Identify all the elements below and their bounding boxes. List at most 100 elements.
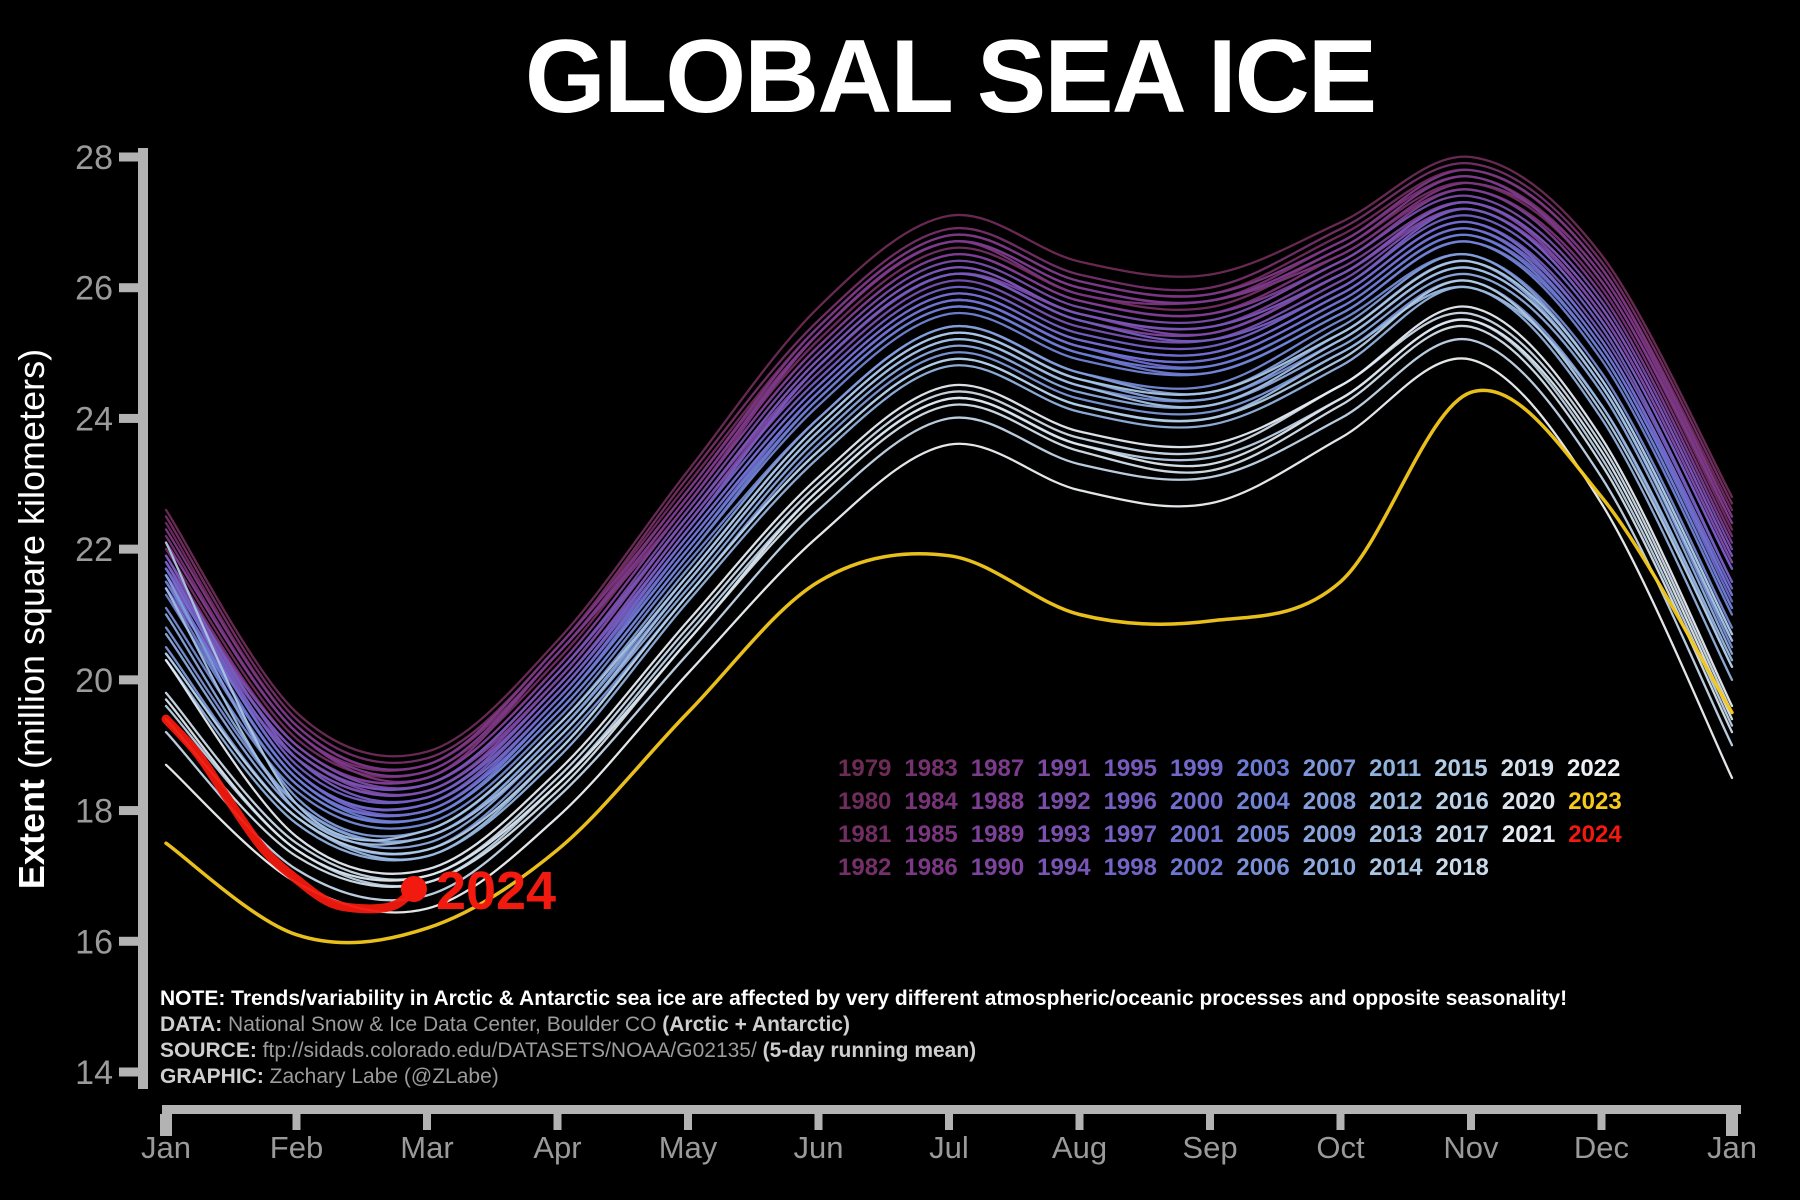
x-axis-tick-label: Jan xyxy=(1707,1130,1757,1165)
footnote-prefix: DATA: xyxy=(160,1013,223,1036)
line-1998 xyxy=(164,227,1734,817)
legend-row-4: 1982 1986 1990 1994 1998 2002 2006 2010 2014 2018 xyxy=(838,851,1635,884)
legend-year-1991: 1991 xyxy=(1037,755,1091,782)
y-axis-tick xyxy=(119,806,138,816)
footnote-text: Zachary Labe (@ZLabe) xyxy=(263,1065,499,1088)
line-2015 xyxy=(164,279,1734,856)
x-axis-tick-label: Dec xyxy=(1574,1130,1629,1165)
x-axis-tick-label: Jan xyxy=(141,1130,191,1165)
legend-year-1990: 1990 xyxy=(970,854,1025,881)
x-axis-tick xyxy=(1206,1114,1214,1130)
x-axis-tick-label: Feb xyxy=(270,1130,323,1165)
x-axis-tick xyxy=(1075,1114,1084,1130)
legend-year-2023: 2023 xyxy=(1568,788,1622,815)
legend-year-2001: 2001 xyxy=(1169,821,1224,848)
legend-year-2024: 2024 xyxy=(1568,821,1622,848)
legend-year-1989: 1989 xyxy=(970,821,1025,848)
endpoint-dot-2024 xyxy=(400,875,427,902)
line-2022 xyxy=(164,357,1734,914)
line-1979 xyxy=(164,155,1734,758)
legend-year-1999: 1999 xyxy=(1169,755,1224,782)
legend-year-1985: 1985 xyxy=(904,821,958,848)
x-axis-tick xyxy=(945,1114,953,1130)
line-2023 xyxy=(164,388,1734,945)
x-axis-tick-label: May xyxy=(659,1130,718,1165)
footnote-prefix: GRAPHIC: xyxy=(160,1065,264,1088)
legend-year-2007: 2007 xyxy=(1302,755,1357,782)
line-1994 xyxy=(164,201,1734,792)
y-axis-tick xyxy=(119,283,138,293)
x-axis-tick-label: Jul xyxy=(929,1130,969,1165)
legend-year-2020: 2020 xyxy=(1501,788,1556,815)
legend-year-1993: 1993 xyxy=(1037,821,1091,848)
x-axis-tick xyxy=(814,1114,823,1130)
legend-year-2021: 2021 xyxy=(1501,821,1556,848)
y-axis-label: Extent (million square kilometers) xyxy=(11,339,53,899)
y-axis-tick-label: 28 xyxy=(75,139,113,177)
y-axis-tick-label: 22 xyxy=(75,531,113,569)
x-axis-tick xyxy=(1467,1114,1475,1130)
legend-year-2010: 2010 xyxy=(1302,854,1357,881)
footnote-prefix: SOURCE: xyxy=(160,1039,257,1062)
y-axis-bar xyxy=(138,148,148,1089)
legend-year-2002: 2002 xyxy=(1169,854,1224,881)
legend-year-2011: 2011 xyxy=(1369,755,1422,782)
x-axis-tick xyxy=(1336,1114,1345,1130)
legend-row-2: 1980 1984 1988 1992 1996 2000 2004 2008 2012 2016… xyxy=(838,785,1635,818)
footnote-text: National Snow & Ice Data Center, Boulder… xyxy=(222,1013,663,1036)
line-1997 xyxy=(164,214,1734,805)
footnote-text: Trends/variability in Arctic & Antarctic… xyxy=(225,987,1568,1010)
y-axis-tick xyxy=(119,152,138,162)
x-axis-tick-label: Jun xyxy=(794,1130,844,1165)
x-axis-tick xyxy=(684,1114,692,1130)
x-axis-tick-label: Oct xyxy=(1316,1130,1365,1165)
line-2010 xyxy=(164,272,1734,850)
legend-year-2005: 2005 xyxy=(1236,821,1290,848)
legend-year-1988: 1988 xyxy=(970,788,1025,815)
legend-year-1980: 1980 xyxy=(838,788,892,815)
footnote-line-1: NOTE: Trends/variability in Arctic & Ant… xyxy=(160,986,1567,1012)
footnote-line-3: SOURCE: ftp://sidads.colorado.edu/DATASE… xyxy=(160,1038,1567,1064)
y-axis-tick xyxy=(119,936,138,946)
x-axis-tick-label: Apr xyxy=(533,1130,581,1165)
x-axis-tick-label: Mar xyxy=(400,1130,453,1165)
legend-year-1997: 1997 xyxy=(1103,821,1157,848)
line-1999 xyxy=(164,233,1734,818)
y-axis-tick xyxy=(119,1067,138,1077)
x-axis-bar xyxy=(162,1105,1741,1114)
legend-year-1983: 1983 xyxy=(904,755,958,782)
y-axis-tick-label: 24 xyxy=(75,400,113,438)
legend-year-1998: 1998 xyxy=(1103,854,1157,881)
legend-year-2003: 2003 xyxy=(1236,755,1290,782)
line-2002 xyxy=(164,240,1734,824)
x-axis-tick-label: Nov xyxy=(1443,1130,1499,1165)
line-2014 xyxy=(164,259,1734,842)
line-2017 xyxy=(164,337,1734,902)
legend-year-1984: 1984 xyxy=(904,788,958,815)
y-axis-tick-label: 16 xyxy=(75,923,113,961)
line-2020 xyxy=(164,318,1734,882)
legend-year-2009: 2009 xyxy=(1302,821,1357,848)
x-axis-tick xyxy=(160,1114,172,1136)
legend-year-1995: 1995 xyxy=(1103,755,1157,782)
y-axis-tick-label: 26 xyxy=(75,270,113,308)
legend-year-1979: 1979 xyxy=(838,755,892,782)
y-axis-tick xyxy=(119,675,138,685)
x-axis-tick xyxy=(553,1114,562,1130)
legend-year-1987: 1987 xyxy=(970,755,1025,782)
y-axis-tick-label: 14 xyxy=(75,1054,113,1092)
line-1995 xyxy=(164,220,1734,812)
legend-year-1992: 1992 xyxy=(1037,788,1091,815)
legend-year-1982: 1982 xyxy=(838,854,892,881)
x-axis-tick xyxy=(423,1114,431,1130)
legend-row-3: 1981 1985 1989 1993 1997 2001 2005 2009 2013 2017… xyxy=(838,818,1635,851)
line-2021 xyxy=(164,305,1734,875)
line-1986 xyxy=(164,168,1734,771)
line-2003 xyxy=(164,233,1734,823)
y-axis-label-rest: (million square kilometers) xyxy=(11,348,52,780)
legend-year-1981: 1981 xyxy=(838,821,892,848)
legend-year-1986: 1986 xyxy=(904,854,958,881)
line-2008 xyxy=(164,252,1734,838)
